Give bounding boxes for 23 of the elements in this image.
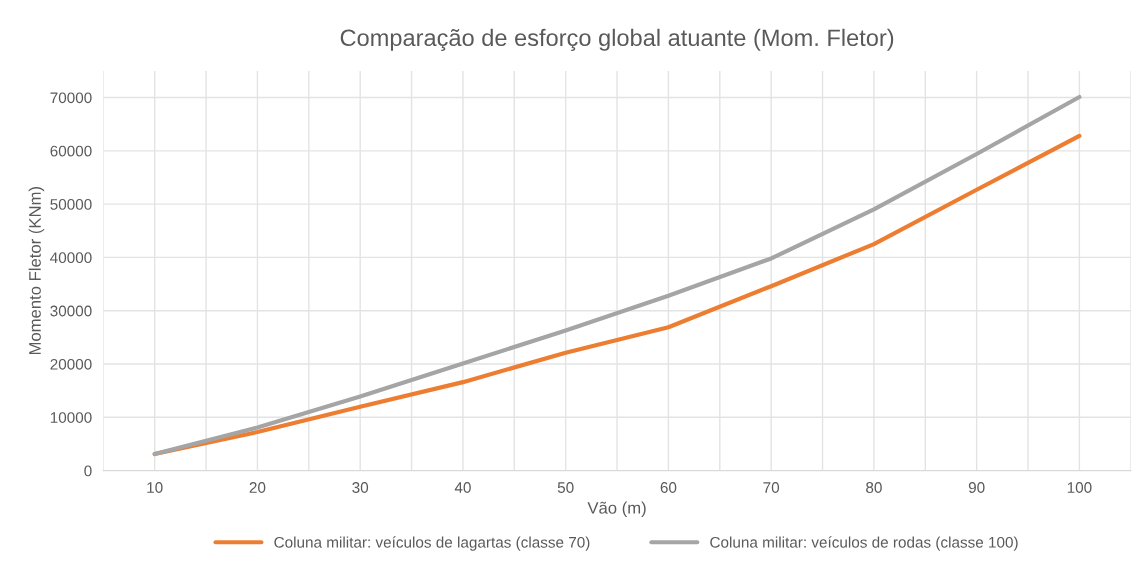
x-tick-label: 50 [557, 482, 574, 493]
y-axis-title: Momento Fletor (KNm) [28, 187, 45, 355]
y-tick-label: 70000 [50, 92, 92, 104]
x-tick-label: 40 [454, 482, 471, 493]
x-tick-label: 30 [352, 482, 369, 493]
x-tick-label: 10 [147, 482, 163, 493]
y-tick-label: 10000 [50, 412, 92, 423]
legend-label: Coluna militar: veículos de rodas (classe 100) [710, 536, 1018, 551]
y-tick-label: 50000 [50, 198, 92, 210]
x-tick-label: 20 [249, 482, 266, 493]
y-tick-label: 40000 [50, 252, 92, 264]
y-tick-label: 20000 [50, 358, 92, 370]
legend-label: Coluna militar: veículos de lagartas (classe 70) [274, 536, 590, 551]
x-tick-label: 60 [660, 482, 677, 493]
x-axis-title: Vão (m) [587, 501, 646, 518]
y-tick-label: 60000 [50, 145, 92, 157]
y-tick-label: 0 [84, 465, 92, 477]
chart-title: Comparação de esforço global atuante (Mom. Fletor) [340, 28, 894, 51]
y-tick-label: 30000 [50, 305, 92, 317]
x-tick-label: 100 [1067, 482, 1092, 493]
x-tick-label: 70 [763, 482, 780, 493]
x-tick-label: 90 [968, 482, 985, 493]
x-tick-label: 80 [866, 482, 882, 493]
